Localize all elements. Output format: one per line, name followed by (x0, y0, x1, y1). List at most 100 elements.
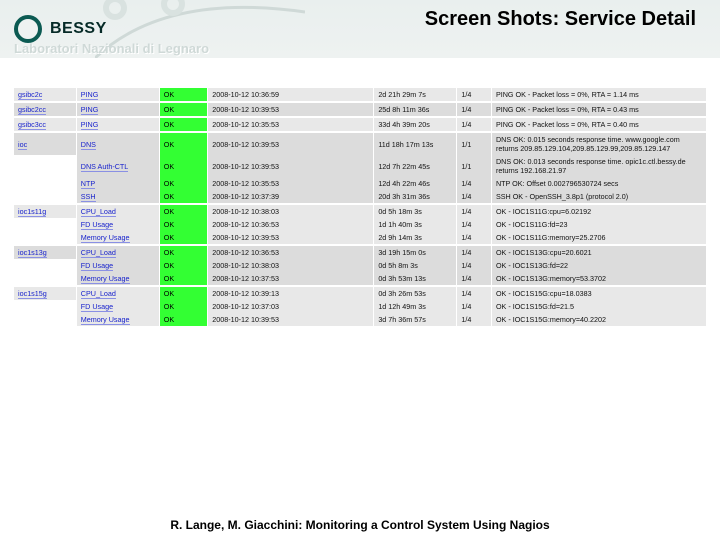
service-link[interactable]: PING (81, 105, 99, 115)
service-cell[interactable]: Memory Usage (76, 313, 159, 326)
status-cell: OK (159, 300, 207, 313)
service-link[interactable]: Memory Usage (81, 233, 130, 243)
status-info-cell: SSH OK - OpenSSH_3.8p1 (protocol 2.0) (491, 190, 706, 204)
duration-cell: 0d 5h 18m 3s (374, 204, 457, 218)
service-link[interactable]: SSH (81, 192, 96, 202)
host-cell[interactable]: gsibc3cc (14, 117, 76, 132)
status-info-cell: DNS OK: 0.015 seconds response time. www… (491, 132, 706, 155)
attempt-cell: 1/4 (457, 313, 492, 326)
status-cell: OK (159, 245, 207, 259)
service-link[interactable]: DNS Auth-CTL (81, 162, 129, 172)
service-cell[interactable]: Memory Usage (76, 272, 159, 286)
service-cell[interactable]: FD Usage (76, 259, 159, 272)
host-link[interactable]: ioc (18, 140, 27, 150)
host-link[interactable]: ioc1s11g (18, 207, 46, 217)
attempt-cell: 1/4 (457, 272, 492, 286)
attempt-cell: 1/1 (457, 155, 492, 177)
duration-cell: 0d 3h 53m 13s (374, 272, 457, 286)
service-link[interactable]: FD Usage (81, 261, 113, 271)
duration-cell: 1d 1h 40m 3s (374, 218, 457, 231)
duration-cell: 0d 5h 8m 3s (374, 259, 457, 272)
service-cell[interactable]: CPU_Load (76, 286, 159, 300)
last-check-cell: 2008-10-12 10:35:53 (208, 177, 374, 190)
service-link[interactable]: FD Usage (81, 302, 113, 312)
service-cell[interactable]: Memory Usage (76, 231, 159, 245)
status-info-cell: PING OK - Packet loss = 0%, RTA = 0.43 m… (491, 102, 706, 117)
service-cell[interactable]: FD Usage (76, 300, 159, 313)
header-subtitle: Laboratori Nazionali di Legnaro (14, 41, 209, 56)
attempt-cell: 1/4 (457, 245, 492, 259)
status-info-cell: OK - IOC1S13G:fd=22 (491, 259, 706, 272)
service-cell[interactable]: SSH (76, 190, 159, 204)
host-cell[interactable]: ioc1s11g (14, 204, 76, 218)
table-row: DNS Auth-CTLOK2008-10-12 10:39:5312d 7h … (14, 155, 706, 177)
bessy-logo: BESSY (14, 15, 107, 43)
service-cell[interactable]: CPU_Load (76, 245, 159, 259)
last-check-cell: 2008-10-12 10:39:53 (208, 231, 374, 245)
host-link[interactable]: ioc1s15g (18, 289, 47, 299)
last-check-cell: 2008-10-12 10:37:03 (208, 300, 374, 313)
attempt-cell: 1/4 (457, 286, 492, 300)
status-cell: OK (159, 313, 207, 326)
host-link[interactable]: gsibc2cc (18, 105, 46, 115)
service-cell[interactable]: PING (76, 117, 159, 132)
last-check-cell: 2008-10-12 10:37:53 (208, 272, 374, 286)
service-link[interactable]: FD Usage (81, 220, 113, 230)
host-cell-empty (14, 231, 76, 245)
service-cell[interactable]: PING (76, 87, 159, 102)
host-link[interactable]: gsibc2c (18, 90, 42, 100)
host-cell-empty (14, 272, 76, 286)
service-cell[interactable]: PING (76, 102, 159, 117)
status-cell: OK (159, 155, 207, 177)
service-link[interactable]: NTP (81, 179, 95, 189)
service-link[interactable]: CPU_Load (81, 207, 116, 217)
bessy-wordmark: BESSY (50, 20, 107, 38)
host-cell-empty (14, 218, 76, 231)
status-info-cell: OK - IOC1S11G:fd=23 (491, 218, 706, 231)
duration-cell: 0d 3h 26m 53s (374, 286, 457, 300)
duration-cell: 3d 19h 15m 0s (374, 245, 457, 259)
host-cell[interactable]: gsibc2cc (14, 102, 76, 117)
status-cell: OK (159, 231, 207, 245)
table-row: iocDNSOK2008-10-12 10:39:5311d 18h 17m 1… (14, 132, 706, 155)
slide-header: BESSY Laboratori Nazionali di Legnaro Sc… (0, 0, 720, 58)
service-link[interactable]: Memory Usage (81, 274, 130, 284)
duration-cell: 12d 4h 22m 46s (374, 177, 457, 190)
last-check-cell: 2008-10-12 10:39:53 (208, 102, 374, 117)
slide-footer: R. Lange, M. Giacchini: Monitoring a Con… (0, 518, 720, 532)
table-row: gsibc3ccPINGOK2008-10-12 10:35:5333d 4h … (14, 117, 706, 132)
service-link[interactable]: PING (81, 120, 99, 130)
duration-cell: 2d 9h 14m 3s (374, 231, 457, 245)
last-check-cell: 2008-10-12 10:35:53 (208, 117, 374, 132)
service-detail-table: gsibc2cPINGOK2008-10-12 10:36:592d 21h 2… (14, 86, 706, 326)
last-check-cell: 2008-10-12 10:38:03 (208, 259, 374, 272)
status-info-cell: DNS OK: 0.013 seconds response time. opi… (491, 155, 706, 177)
status-info-cell: PING OK - Packet loss = 0%, RTA = 0.40 m… (491, 117, 706, 132)
host-cell[interactable]: ioc (14, 132, 76, 155)
service-cell[interactable]: DNS Auth-CTL (76, 155, 159, 177)
status-cell: OK (159, 286, 207, 300)
service-link[interactable]: Memory Usage (81, 315, 130, 325)
status-info-cell: OK - IOC1S15G:fd=21.5 (491, 300, 706, 313)
service-link[interactable]: PING (81, 90, 99, 100)
last-check-cell: 2008-10-12 10:38:03 (208, 204, 374, 218)
host-cell[interactable]: gsibc2c (14, 87, 76, 102)
last-check-cell: 2008-10-12 10:39:13 (208, 286, 374, 300)
service-link[interactable]: DNS (81, 140, 96, 150)
status-info-cell: OK - IOC1S11G:cpu=6.02192 (491, 204, 706, 218)
service-link[interactable]: CPU_Load (81, 248, 116, 258)
host-cell[interactable]: ioc1s13g (14, 245, 76, 259)
host-link[interactable]: gsibc3cc (18, 120, 46, 130)
table-row: ioc1s15g CPU_Load OK2008-10-12 10:39:130d … (14, 286, 706, 300)
host-cell-empty (14, 300, 76, 313)
attempt-cell: 1/1 (457, 132, 492, 155)
service-cell[interactable]: CPU_Load (76, 204, 159, 218)
service-cell[interactable]: NTP (76, 177, 159, 190)
host-cell[interactable]: ioc1s15g (14, 286, 76, 300)
table-row: NTPOK2008-10-12 10:35:5312d 4h 22m 46s1/… (14, 177, 706, 190)
attempt-cell: 1/4 (457, 102, 492, 117)
service-cell[interactable]: FD Usage (76, 218, 159, 231)
host-link[interactable]: ioc1s13g (18, 248, 47, 258)
service-cell[interactable]: DNS (76, 132, 159, 155)
service-link[interactable]: CPU_Load (81, 289, 116, 299)
